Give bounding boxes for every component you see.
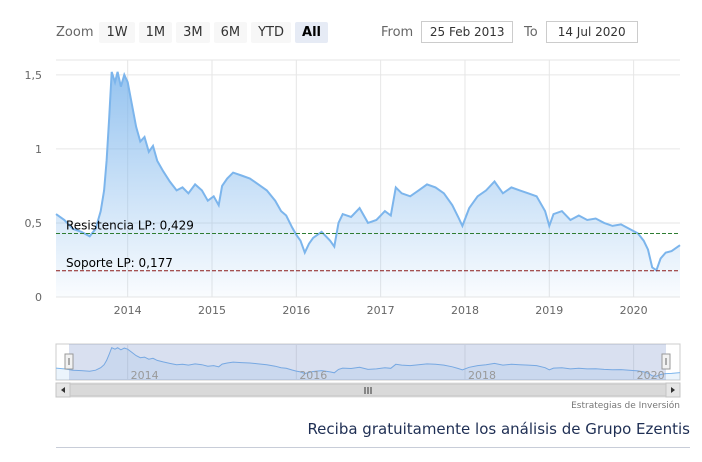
cta-divider (56, 447, 690, 448)
zoom-6m-button[interactable]: 6M (213, 21, 248, 43)
navigator-label: 2014 (131, 369, 159, 382)
price-line (55, 71, 681, 272)
y-tick-label: 1,5 (25, 69, 43, 82)
support-label: Soporte LP: 0,177 (66, 256, 173, 270)
x-axis: 2014 2015 2016 2017 2018 2019 2020 (114, 304, 648, 317)
scrollbar-left-arrow-icon (61, 387, 65, 393)
scrollbar-right-arrow-icon (671, 387, 675, 393)
to-date-input[interactable] (545, 21, 638, 43)
navigator-selection[interactable] (69, 344, 666, 380)
navigator-area (56, 347, 680, 380)
price-area (56, 71, 680, 298)
zoom-1m-button[interactable]: 1M (138, 21, 173, 43)
to-group: To (524, 21, 638, 43)
navigator[interactable]: 2014 2016 2018 2020 (55, 343, 681, 382)
y-tick-label: 0,5 (25, 217, 43, 230)
scrollbar-grip-icon (364, 387, 372, 394)
x-tick-label: 2016 (282, 304, 310, 317)
navigator-label: 2016 (299, 369, 327, 382)
x-tick-label: 2014 (114, 304, 142, 317)
from-label: From (381, 24, 414, 40)
from-group: From (381, 21, 514, 43)
cta-text[interactable]: Reciba gratuitamente los análisis de Gru… (307, 420, 690, 438)
x-tick-label: 2015 (198, 304, 226, 317)
from-date-input[interactable] (421, 21, 514, 43)
resistance-label: Resistencia LP: 0,429 (66, 218, 194, 232)
navigator-labels: 2014 2016 2018 2020 (131, 369, 665, 382)
y-axis: 0 0,5 1 1,5 (25, 69, 43, 304)
navigator-grid (127, 344, 635, 380)
x-tick-label: 2019 (535, 304, 563, 317)
navigator-label: 2020 (637, 369, 665, 382)
range-selector: Zoom 1W 1M 3M 6M YTD All (56, 20, 332, 44)
scrollbar[interactable] (55, 382, 681, 398)
x-tick-label: 2020 (620, 304, 648, 317)
x-tick-label: 2018 (451, 304, 479, 317)
to-label: To (524, 24, 538, 40)
zoom-3m-button[interactable]: 3M (176, 21, 210, 43)
credits-text[interactable]: Estrategias de Inversión (571, 400, 680, 411)
navigator-line (55, 347, 681, 377)
price-chart: 0 0,5 1 1,5 2014 2015 2016 2017 2018 2019 2020 Re… (25, 59, 681, 411)
navigator-background (55, 343, 681, 381)
y-tick-label: 0 (35, 291, 42, 304)
zoom-all-button[interactable]: All (295, 21, 328, 43)
zoom-label: Zoom (56, 24, 94, 40)
zoom-ytd-button[interactable]: YTD (251, 21, 292, 43)
zoom-1w-button[interactable]: 1W (99, 21, 135, 43)
y-tick-label: 1 (35, 143, 42, 156)
x-tick-label: 2017 (367, 304, 395, 317)
navigator-label: 2018 (468, 369, 496, 382)
